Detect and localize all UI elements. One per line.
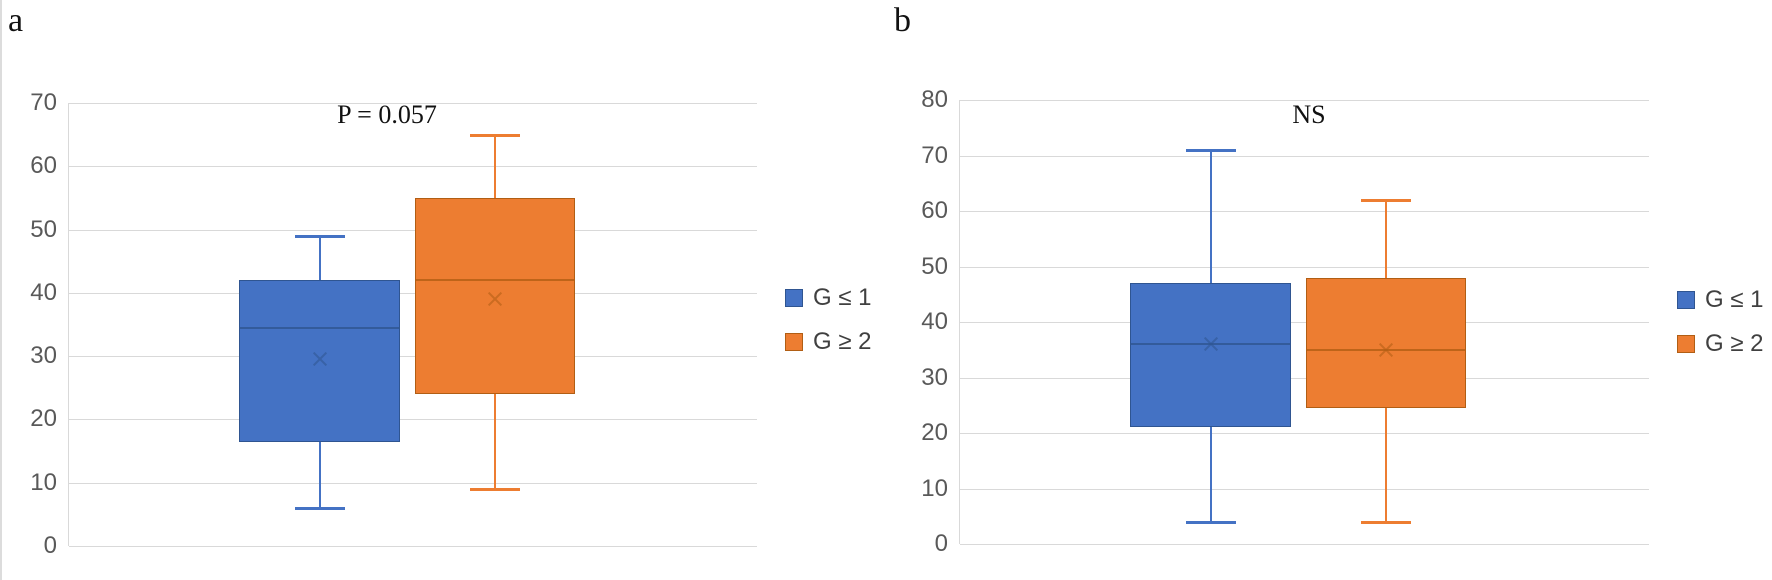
- gridline: [69, 546, 757, 547]
- legend-item-g-le-1: G ≤ 1: [785, 286, 872, 310]
- box: [1130, 283, 1291, 428]
- gridline: [69, 292, 757, 294]
- y-tick-label: 20: [921, 419, 948, 446]
- legend-swatch-blue: [785, 289, 803, 307]
- y-tick-label: 60: [921, 197, 948, 224]
- gridline: [69, 166, 757, 168]
- legend-item-g-ge-2: G ≥ 2: [785, 330, 872, 354]
- legend-item-g-le-1: G ≤ 1: [1677, 288, 1764, 312]
- gridline: [960, 211, 1649, 212]
- panel-b: b NS G ≤ 1 G ≥ 2 0 10 20 30 40 50 60 70 80: [888, 0, 1772, 580]
- whisker-cap: [294, 234, 345, 238]
- legend-label: G ≥ 2: [1705, 330, 1764, 357]
- gridline: [69, 356, 757, 358]
- whisker-cap: [1361, 520, 1411, 524]
- y-tick-label: 80: [921, 86, 948, 113]
- y-tick-label: 30: [921, 363, 948, 391]
- legend-label: G ≤ 1: [813, 284, 872, 311]
- legend-swatch-blue: [1677, 291, 1695, 309]
- whisker-cap: [1185, 148, 1236, 152]
- y-tick-label: 0: [934, 530, 948, 557]
- whisker-cap: [1185, 520, 1236, 524]
- y-tick-label: 60: [30, 152, 57, 180]
- legend-label: G ≥ 2: [813, 328, 872, 355]
- gridline: [69, 229, 757, 231]
- median-line: [415, 279, 575, 282]
- y-tick-label: 20: [30, 405, 57, 433]
- y-tick-label: 70: [921, 141, 948, 169]
- gridline: [960, 100, 1649, 101]
- legend-a: G ≤ 1 G ≥ 2: [785, 286, 872, 354]
- legend-label: G ≤ 1: [1705, 286, 1764, 313]
- y-tick-label: 70: [30, 89, 57, 116]
- whisker-cap: [294, 507, 345, 511]
- panel-a: a P = 0.057 G ≤ 1 G ≥ 2 0 10 20 30 40 50 60 70: [2, 0, 888, 580]
- panel-b-label: b: [894, 2, 911, 39]
- legend-swatch-orange: [785, 333, 803, 351]
- gridline: [960, 377, 1649, 379]
- mean-marker: [311, 350, 329, 368]
- mean-marker: [486, 290, 504, 308]
- gridline: [69, 482, 757, 484]
- gridline: [960, 155, 1649, 157]
- mean-marker: [1377, 341, 1395, 359]
- box: [1306, 277, 1466, 409]
- y-tick-label: 40: [921, 308, 948, 335]
- y-tick-label: 50: [30, 215, 57, 243]
- gridline: [960, 433, 1649, 434]
- gridline: [69, 103, 757, 104]
- y-tick-label: 30: [30, 342, 57, 370]
- panel-a-label: a: [8, 2, 24, 39]
- plot-area-a: [68, 103, 757, 547]
- y-tick-label: 0: [43, 532, 57, 559]
- y-tick-label: 50: [921, 252, 948, 280]
- median-line: [239, 326, 400, 329]
- gridline: [960, 488, 1649, 490]
- y-axis-line: [68, 103, 69, 546]
- y-tick-label: 10: [921, 474, 948, 502]
- legend-b: G ≤ 1 G ≥ 2: [1677, 288, 1764, 356]
- y-tick-label: 40: [30, 278, 57, 306]
- gridline: [960, 322, 1649, 323]
- plot-area-b: [959, 100, 1649, 545]
- y-tick-label: 10: [30, 468, 57, 496]
- legend-swatch-orange: [1677, 335, 1695, 353]
- whisker-cap: [470, 133, 520, 137]
- mean-marker: [1202, 335, 1220, 353]
- whisker-cap: [1361, 198, 1411, 202]
- p-value-annotation: P = 0.057: [337, 100, 437, 129]
- legend-item-g-ge-2: G ≥ 2: [1677, 332, 1764, 356]
- ns-annotation: NS: [1292, 100, 1326, 129]
- gridline: [69, 419, 757, 421]
- y-axis-line: [959, 100, 960, 544]
- whisker-cap: [470, 488, 520, 492]
- gridline: [960, 544, 1649, 545]
- gridline: [960, 266, 1649, 268]
